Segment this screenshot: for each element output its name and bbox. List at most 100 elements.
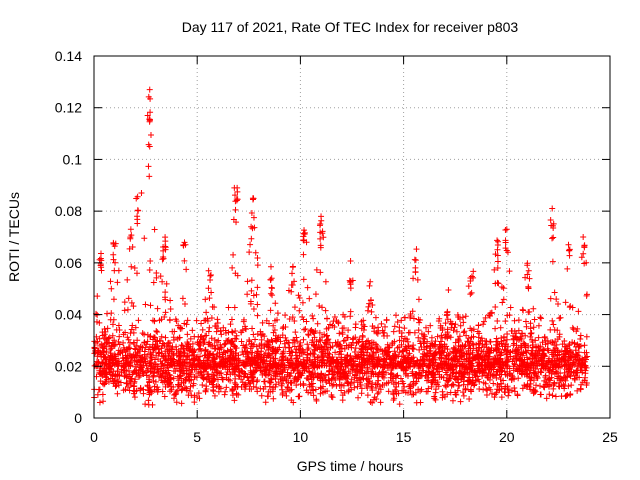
- x-tick-label: 10: [293, 429, 309, 445]
- data-point: [162, 234, 169, 241]
- data-point: [138, 354, 145, 361]
- data-point: [218, 369, 225, 376]
- data-point: [161, 393, 168, 400]
- data-point: [478, 362, 485, 369]
- data-point: [317, 390, 324, 397]
- data-point: [224, 358, 231, 365]
- data-point: [385, 379, 392, 386]
- data-point: [108, 353, 115, 360]
- data-point: [127, 382, 134, 389]
- data-point: [94, 338, 101, 345]
- data-point: [563, 366, 570, 373]
- data-point: [383, 317, 390, 324]
- data-point: [330, 318, 337, 325]
- data-point: [184, 352, 191, 359]
- data-point: [355, 361, 362, 368]
- data-point: [432, 351, 439, 358]
- data-point: [170, 337, 177, 344]
- data-point: [162, 309, 169, 316]
- data-point: [415, 296, 422, 303]
- data-point: [133, 270, 140, 277]
- data-point: [375, 371, 382, 378]
- data-point: [472, 368, 479, 375]
- data-point: [561, 369, 568, 376]
- data-point: [391, 354, 398, 361]
- data-point: [475, 345, 482, 352]
- data-point: [115, 338, 122, 345]
- data-point: [583, 292, 590, 299]
- data-point: [449, 397, 456, 404]
- data-point: [356, 374, 363, 381]
- data-point: [551, 380, 558, 387]
- data-point: [300, 237, 307, 244]
- data-point: [575, 308, 582, 315]
- data-point: [308, 327, 315, 334]
- data-point: [265, 346, 272, 353]
- data-point: [394, 319, 401, 326]
- data-point: [151, 226, 158, 233]
- data-point: [464, 369, 471, 376]
- data-point: [447, 389, 454, 396]
- data-point: [268, 376, 275, 383]
- data-point: [478, 335, 485, 342]
- data-point: [410, 391, 417, 398]
- data-point: [271, 326, 278, 333]
- data-point: [417, 388, 424, 395]
- data-point: [247, 380, 254, 387]
- data-point: [299, 346, 306, 353]
- data-point: [245, 377, 252, 384]
- data-point: [537, 355, 544, 362]
- data-point: [468, 289, 475, 296]
- data-point: [558, 393, 565, 400]
- data-point: [202, 296, 209, 303]
- data-point: [297, 342, 304, 349]
- data-point: [395, 353, 402, 360]
- data-point: [221, 391, 228, 398]
- data-point: [449, 320, 456, 327]
- data-point: [218, 331, 225, 338]
- data-point: [506, 268, 513, 275]
- data-point: [95, 359, 102, 366]
- data-point: [116, 333, 123, 340]
- data-point: [283, 388, 290, 395]
- data-point: [519, 385, 526, 392]
- data-point: [184, 331, 191, 338]
- data-point: [518, 344, 525, 351]
- data-point: [582, 367, 589, 374]
- data-point: [476, 344, 483, 351]
- data-point: [372, 370, 379, 377]
- data-point: [528, 374, 535, 381]
- y-tick-label: 0.06: [55, 255, 82, 271]
- data-point: [366, 341, 373, 348]
- data-point: [304, 284, 311, 291]
- data-point: [470, 268, 477, 275]
- data-point: [202, 388, 209, 395]
- data-point: [184, 317, 191, 324]
- data-point: [419, 353, 426, 360]
- data-point: [134, 337, 141, 344]
- data-point: [252, 368, 259, 375]
- data-point: [372, 314, 379, 321]
- y-axis-label: ROTI / TECUs: [6, 192, 22, 282]
- data-point: [150, 279, 157, 286]
- data-point: [97, 250, 104, 257]
- data-point: [560, 381, 567, 388]
- data-point: [513, 355, 520, 362]
- data-point: [572, 353, 579, 360]
- data-point: [302, 326, 309, 333]
- data-point: [271, 368, 278, 375]
- data-point: [484, 374, 491, 381]
- data-point: [536, 382, 543, 389]
- data-point: [544, 337, 551, 344]
- data-point: [254, 255, 261, 262]
- data-point: [235, 372, 242, 379]
- data-point: [179, 295, 186, 302]
- data-point: [337, 358, 344, 365]
- data-point: [364, 361, 371, 368]
- data-point: [158, 377, 165, 384]
- data-point: [504, 343, 511, 350]
- data-point: [208, 289, 215, 296]
- data-point: [441, 362, 448, 369]
- data-point: [565, 241, 572, 248]
- data-point: [208, 335, 215, 342]
